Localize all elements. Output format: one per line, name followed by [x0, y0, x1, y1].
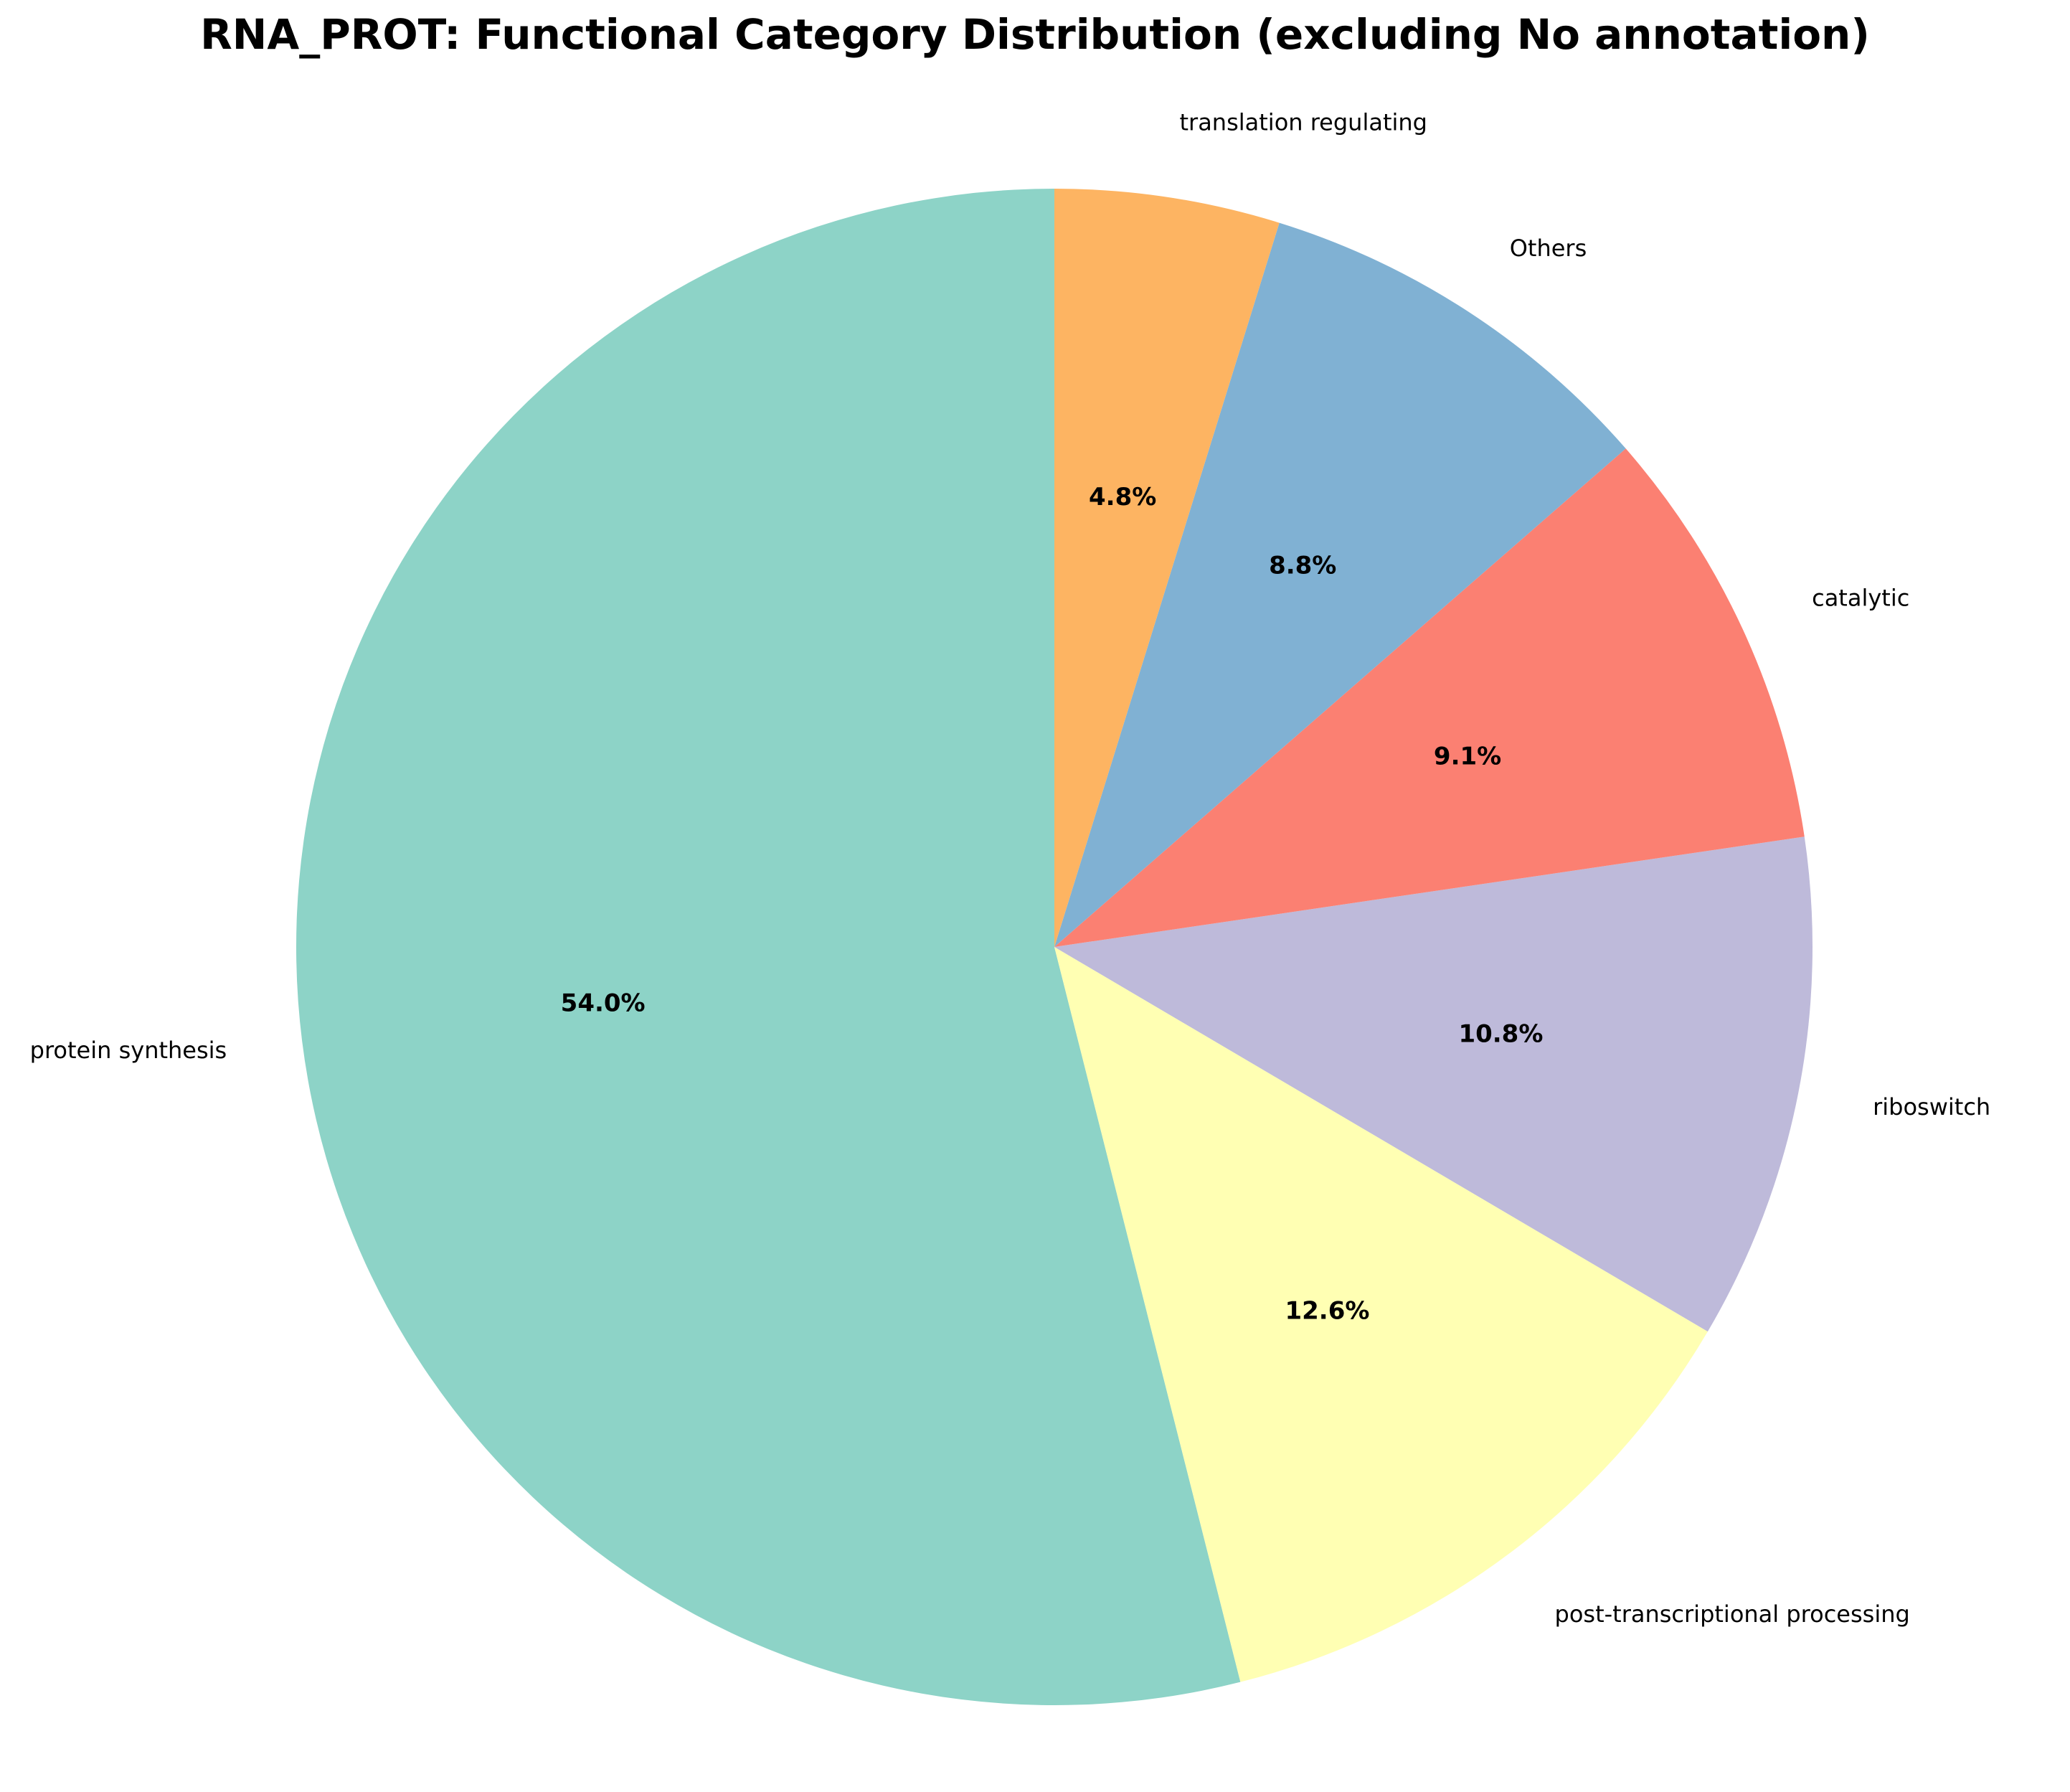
slice-label-post-transcriptional-processing: post-transcriptional processing — [1555, 1600, 1910, 1628]
pie-slice-post-transcriptional-processing — [1054, 947, 1708, 1682]
pct-label-riboswitch: 10.8% — [1458, 1020, 1543, 1049]
pie-slice-riboswitch — [1054, 836, 1813, 1332]
slice-label-riboswitch: riboswitch — [1873, 1093, 1990, 1121]
pie-slices — [296, 189, 1813, 1706]
pie-slice-protein-synthesis — [296, 189, 1241, 1706]
chart-title: RNA_PROT: Functional Category Distributi… — [200, 10, 1870, 59]
pie-slice-catalytic — [1054, 448, 1805, 947]
slice-label-others: Others — [1510, 235, 1587, 262]
slice-label-protein-synthesis: protein synthesis — [30, 1037, 227, 1064]
slice-label-catalytic: catalytic — [1812, 585, 1909, 612]
pie-slice-others — [1054, 222, 1626, 947]
pct-label-post-transcriptional-processing: 12.6% — [1285, 1296, 1369, 1325]
pct-label-catalytic: 9.1% — [1434, 742, 1501, 771]
slice-label-translation-regulating: translation regulating — [1179, 108, 1427, 136]
pct-label-translation-regulating: 4.8% — [1089, 483, 1156, 511]
pct-label-protein-synthesis: 54.0% — [561, 989, 646, 1017]
pie-labels: protein synthesis 54.0% post-transcription… — [30, 108, 1991, 1628]
pct-label-others: 8.8% — [1269, 552, 1336, 580]
pie-slice-translation-regulating — [1054, 189, 1280, 947]
